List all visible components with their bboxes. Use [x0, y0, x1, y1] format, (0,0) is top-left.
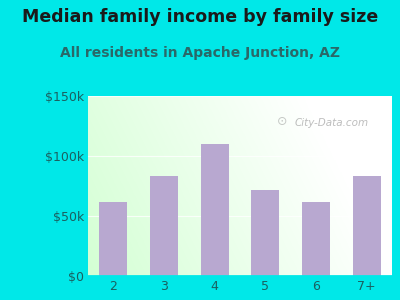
Bar — [150, 176, 178, 276]
Bar — [201, 144, 229, 276]
Text: ⊙: ⊙ — [276, 115, 287, 128]
Text: Median family income by family size: Median family income by family size — [22, 8, 378, 26]
Bar — [302, 202, 330, 276]
Bar — [251, 190, 279, 276]
Bar — [353, 176, 380, 276]
Text: All residents in Apache Junction, AZ: All residents in Apache Junction, AZ — [60, 46, 340, 61]
Text: City-Data.com: City-Data.com — [295, 118, 369, 128]
Bar — [99, 202, 127, 276]
